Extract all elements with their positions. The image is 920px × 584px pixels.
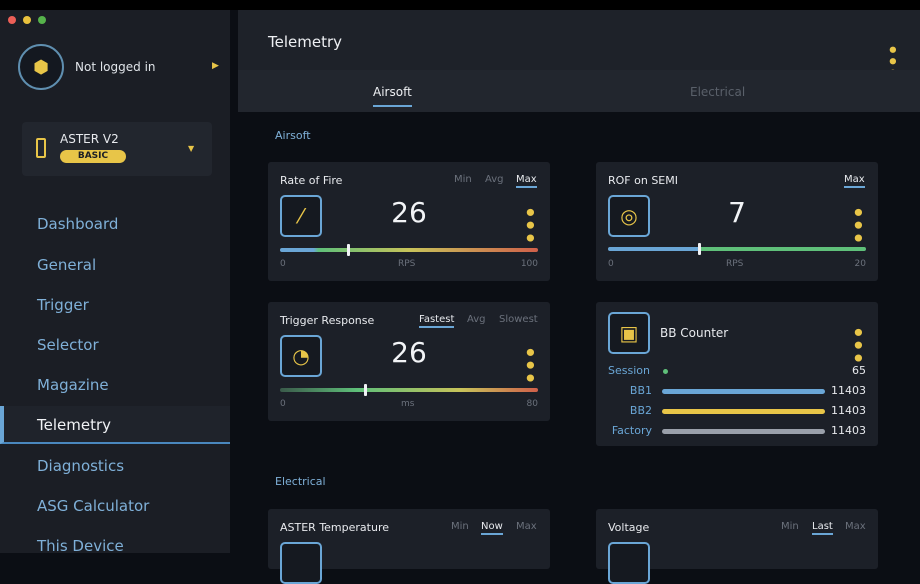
gauge-unit: ms <box>401 399 415 409</box>
sidebar-item-selector[interactable]: Selector <box>37 336 99 354</box>
bb-counter-card: ▣ BB Counter ••• Session 65 BB1 11403 BB… <box>596 302 878 446</box>
bb-stream-icon: ⁄ <box>280 195 322 237</box>
trigger-gauge <box>280 384 538 396</box>
card-title: BB Counter <box>660 326 729 340</box>
more-options-icon[interactable]: ••• <box>846 206 870 245</box>
sidebar-item-general[interactable]: General <box>37 256 97 274</box>
trigger-timer-icon: ◔ <box>280 335 322 377</box>
title-bar <box>0 0 920 10</box>
chevron-down-icon: ▼ <box>188 144 195 153</box>
option-min[interactable]: Min <box>781 521 799 532</box>
bb1-value: 11403 <box>831 384 866 397</box>
option-max[interactable]: Max <box>516 521 537 532</box>
gauge-marker <box>363 384 367 396</box>
device-name: ASTER V2 <box>60 132 119 146</box>
rof-value: 26 <box>391 196 427 229</box>
session-value: 65 <box>852 364 866 377</box>
card-title: ROF on SEMI <box>608 174 678 187</box>
gauge-max: 100 <box>520 259 538 269</box>
device-icon <box>36 138 46 158</box>
more-options-icon[interactable]: ••• <box>846 326 870 365</box>
factory-label: Factory <box>611 424 652 437</box>
semi-trigger-icon: ◎ <box>608 195 650 237</box>
rof-semi-gauge <box>608 243 866 255</box>
thermometer-icon <box>280 542 322 584</box>
card-title: ASTER Temperature <box>280 521 389 534</box>
more-options-icon[interactable]: ••• <box>518 206 542 245</box>
gauge-unit: RPS <box>726 259 744 269</box>
option-max[interactable]: Max <box>845 521 866 532</box>
gauge-min: 0 <box>280 399 286 409</box>
page-title: Telemetry <box>268 33 343 51</box>
option-min[interactable]: Min <box>451 521 469 532</box>
rof-semi-card: ROF on SEMI Max ◎ 7 ••• 0 RPS 20 <box>596 162 878 281</box>
bb2-label: BB2 <box>629 404 652 417</box>
gauge-unit: RPS <box>398 259 416 269</box>
rof-semi-value: 7 <box>728 196 746 229</box>
sidebar-item-telemetry[interactable]: Telemetry <box>0 406 230 444</box>
counter-icon: ▣ <box>608 312 650 354</box>
sidebar <box>0 10 230 553</box>
rof-gauge <box>280 244 538 256</box>
option-avg[interactable]: Avg <box>485 174 504 185</box>
option-avg[interactable]: Avg <box>467 314 486 325</box>
sidebar-item-trigger[interactable]: Trigger <box>37 296 89 314</box>
card-title: Voltage <box>608 521 650 534</box>
device-selector[interactable]: ASTER V2 BASIC ▼ <box>22 122 212 176</box>
gauge-max: 80 <box>526 399 538 409</box>
sidebar-item-magazine[interactable]: Magazine <box>37 376 109 394</box>
bb1-bar <box>662 389 825 394</box>
more-options-icon[interactable]: ••• <box>518 346 542 385</box>
bb1-label: BB1 <box>629 384 652 397</box>
gauge-marker <box>347 244 351 256</box>
temperature-card: ASTER Temperature Min Now Max <box>268 509 550 584</box>
tab-electrical[interactable]: Electrical <box>690 85 746 99</box>
trigger-response-card: Trigger Response Fastest Avg Slowest ◔ 2… <box>268 302 550 421</box>
session-indicator <box>663 369 668 374</box>
sidebar-item-dashboard[interactable]: Dashboard <box>37 215 119 233</box>
voltage-icon <box>608 542 650 584</box>
sidebar-item-this-device[interactable]: This Device <box>37 537 124 555</box>
header: Telemetry ••• <box>238 10 920 79</box>
card-title: Rate of Fire <box>280 174 343 187</box>
option-max[interactable]: Max <box>516 174 537 188</box>
bb2-bar <box>662 409 825 414</box>
factory-bar <box>662 429 825 434</box>
gauge-max: 20 <box>854 259 866 269</box>
voltage-card: Voltage Min Last Max <box>596 509 878 584</box>
tab-bar: Airsoft Electrical <box>238 70 920 112</box>
rate-of-fire-card: Rate of Fire Min Avg Max ⁄ 26 ••• 0 RPS … <box>268 162 550 281</box>
user-badge-icon: ⬢ <box>33 56 49 78</box>
gauge-marker <box>698 243 702 255</box>
tab-airsoft[interactable]: Airsoft <box>373 85 412 107</box>
login-status[interactable]: Not logged in <box>75 60 156 74</box>
session-label: Session <box>608 364 650 377</box>
gauge-min: 0 <box>608 259 614 269</box>
bb2-value: 11403 <box>831 404 866 417</box>
option-fastest[interactable]: Fastest <box>419 314 455 328</box>
avatar[interactable]: ⬢ <box>18 44 64 90</box>
gauge-min: 0 <box>280 259 286 269</box>
close-window-button[interactable] <box>8 16 16 24</box>
option-max[interactable]: Max <box>844 174 865 188</box>
option-slowest[interactable]: Slowest <box>499 314 538 325</box>
factory-value: 11403 <box>831 424 866 437</box>
chevron-right-icon[interactable]: ▶ <box>212 61 219 71</box>
option-now[interactable]: Now <box>481 521 503 535</box>
section-airsoft: Airsoft <box>275 129 311 142</box>
option-last[interactable]: Last <box>812 521 833 535</box>
section-electrical: Electrical <box>275 475 326 488</box>
card-title: Trigger Response <box>280 314 375 327</box>
option-min[interactable]: Min <box>454 174 472 185</box>
trigger-value: 26 <box>391 336 427 369</box>
minimize-window-button[interactable] <box>23 16 31 24</box>
maximize-window-button[interactable] <box>38 16 46 24</box>
device-tier-badge: BASIC <box>60 150 126 163</box>
sidebar-item-diagnostics[interactable]: Diagnostics <box>37 457 125 475</box>
sidebar-item-asg-calculator[interactable]: ASG Calculator <box>37 497 150 515</box>
